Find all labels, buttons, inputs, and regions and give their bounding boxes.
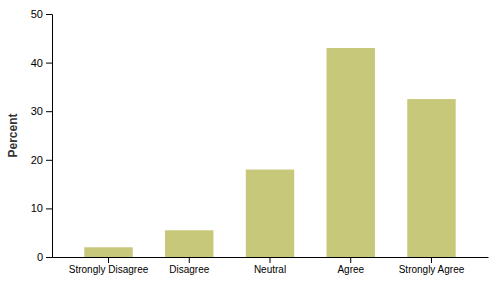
y-tick: 20 xyxy=(31,154,52,166)
tick-mark xyxy=(46,63,52,64)
tick-label: Neutral xyxy=(254,264,286,275)
x-tick: Neutral xyxy=(254,257,286,275)
y-axis-title: Percent xyxy=(6,113,20,157)
tick-mark xyxy=(46,111,52,112)
tick-label: 30 xyxy=(31,105,43,117)
x-axis: Strongly Disagree Disagree Neutral Agree Str… xyxy=(53,257,489,275)
tick-mark xyxy=(108,257,109,263)
y-tick: 0 xyxy=(37,251,52,263)
x-tick: Strongly Agree xyxy=(399,257,465,275)
bar xyxy=(84,247,132,257)
bars xyxy=(84,48,455,257)
tick-mark xyxy=(270,257,271,263)
tick-mark xyxy=(350,257,351,263)
y-tick: 40 xyxy=(31,57,52,69)
tick-label: Strongly Agree xyxy=(399,264,465,275)
tick-mark xyxy=(46,160,52,161)
x-tick: Agree xyxy=(337,257,364,275)
plot: 0 10 20 30 40 50 Strongly Disagree Disagree Neut… xyxy=(31,8,489,275)
bar xyxy=(165,230,213,257)
tick-mark xyxy=(431,257,432,263)
y-tick: 30 xyxy=(31,105,52,117)
tick-label: 10 xyxy=(31,202,43,214)
bar xyxy=(246,170,294,257)
bar xyxy=(407,99,455,257)
chart: 0 10 20 30 40 50 Strongly Disagree Disagree Neut… xyxy=(0,0,500,287)
y-tick: 10 xyxy=(31,202,52,214)
tick-mark xyxy=(46,208,52,209)
tick-label: 20 xyxy=(31,154,43,166)
tick-mark xyxy=(46,257,52,258)
tick-label: Agree xyxy=(337,264,364,275)
x-tick: Strongly Disagree xyxy=(69,257,149,275)
y-tick: 50 xyxy=(31,8,52,20)
axis-line xyxy=(46,15,53,258)
bar xyxy=(327,48,375,257)
x-tick: Disagree xyxy=(169,257,209,275)
tick-label: Strongly Disagree xyxy=(69,264,149,275)
tick-mark xyxy=(189,257,190,263)
tick-mark xyxy=(46,14,52,15)
tick-label: 0 xyxy=(37,251,43,263)
tick-label: 50 xyxy=(31,8,43,20)
y-axis: 0 10 20 30 40 50 xyxy=(31,8,53,263)
tick-label: Disagree xyxy=(169,264,209,275)
tick-label: 40 xyxy=(31,57,43,69)
